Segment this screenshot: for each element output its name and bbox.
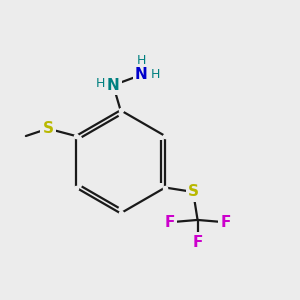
Text: F: F	[220, 215, 231, 230]
Text: S: S	[43, 121, 53, 136]
Text: N: N	[107, 78, 120, 93]
Text: N: N	[135, 68, 148, 82]
Text: F: F	[164, 215, 175, 230]
Text: H: H	[136, 54, 146, 67]
Text: H: H	[151, 68, 160, 81]
Text: S: S	[188, 184, 199, 200]
Text: H: H	[95, 77, 105, 90]
Text: F: F	[192, 235, 203, 250]
